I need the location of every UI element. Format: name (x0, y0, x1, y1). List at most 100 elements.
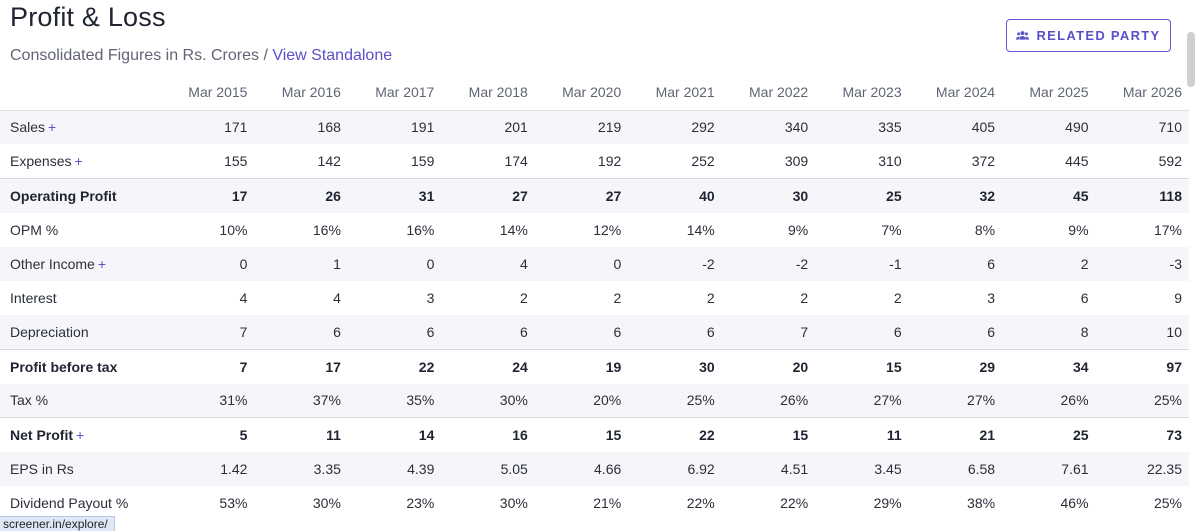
profit-loss-table: Mar 2015 Mar 2016 Mar 2017 Mar 2018 Mar 2020… (0, 75, 1189, 520)
value-cell: 37% (254, 383, 348, 418)
row-label-cell: OPM % (0, 213, 161, 247)
value-cell: 17% (1153, 221, 1182, 238)
value-cell: 1 (254, 246, 348, 281)
value-cell: 22% (780, 495, 809, 512)
table-row: Operating Profit 17 26 31 27 27 40 30 25 32 45 118 (0, 177, 1189, 213)
row-label-cell: Tax % (0, 383, 161, 418)
expand-plus-button[interactable]: + (48, 119, 57, 136)
value-cell: 405 (908, 110, 1003, 145)
row-label-cell: Operating Profit (0, 177, 161, 213)
value-cell: 6 (908, 246, 1003, 281)
view-standalone-link[interactable]: View Standalone (272, 47, 393, 64)
table-row: Expenses +155 142 159 174 192 252 309 310 372 445 5… (0, 144, 1189, 178)
value-cell: 219 (534, 110, 629, 145)
expand-plus-button[interactable]: + (74, 153, 83, 170)
page-title: Profit & Loss (10, 2, 166, 32)
value-cell: 16 (441, 417, 535, 452)
value-cell: 6 (534, 315, 629, 350)
value-cell: 31% (161, 383, 255, 418)
value-cell: 25 (815, 177, 909, 213)
table-row: Profit before tax 7 17 22 24 19 30 20 15 29 34 97 (0, 348, 1189, 384)
value-cell: 14% (686, 221, 715, 238)
users-icon (1016, 31, 1030, 40)
value-cell: 22% (686, 495, 715, 512)
row-label: Operating Profit (10, 187, 117, 204)
value-cell: 118 (1095, 177, 1189, 213)
row-label-cell[interactable]: Other Income + (0, 246, 161, 281)
row-label: Dividend Payout % (10, 495, 129, 512)
row-label-cell[interactable]: Expenses + (0, 144, 161, 178)
column-header: Mar 2018 (441, 75, 535, 111)
related-party-button[interactable]: RELATED PARTY (1006, 19, 1171, 52)
value-cell: 4.51 (721, 451, 816, 487)
value-cell: -1 (815, 246, 909, 281)
row-label: Expenses (10, 153, 72, 170)
value-cell: 7 (721, 315, 816, 350)
table-row: EPS in Rs 1.42 3.35 4.39 5.05 4.66 6.92 4.51 3.4… (0, 451, 1189, 487)
value-cell: 710 (1095, 110, 1189, 145)
value-cell: 97 (1095, 348, 1189, 384)
value-cell: 3 (987, 290, 996, 307)
value-cell: 30% (499, 495, 528, 512)
value-cell: 30 (628, 348, 722, 384)
value-cell: 4.66 (534, 451, 629, 487)
value-cell: 20 (721, 348, 816, 384)
value-cell: 73 (1095, 417, 1189, 452)
value-cell: 6.58 (908, 451, 1003, 487)
value-cell: 16% (312, 221, 341, 238)
value-cell: 4 (441, 246, 535, 281)
subtitle-text: Consolidated Figures in Rs. Crores / (10, 47, 273, 64)
value-cell: 14 (347, 417, 442, 452)
value-cell: 22.35 (1095, 451, 1189, 487)
value-cell: 30 (721, 177, 816, 213)
row-label-cell[interactable]: Net Profit + (0, 417, 161, 452)
value-cell: 46% (1060, 495, 1089, 512)
value-cell: 32 (908, 177, 1003, 213)
row-label-cell: Interest (0, 281, 161, 315)
value-cell: 26 (254, 177, 348, 213)
page-subtitle: Consolidated Figures in Rs. Crores / Vie… (10, 47, 392, 65)
value-cell: 309 (784, 153, 809, 170)
value-cell: 27 (441, 177, 535, 213)
value-cell: -2 (721, 246, 816, 281)
value-cell: 27 (534, 177, 629, 213)
value-cell: 6 (908, 315, 1003, 350)
value-cell: 27% (815, 383, 909, 418)
value-cell: 592 (1158, 153, 1182, 170)
table-row: Tax % 31% 37% 35% 30% 20% 25% 26% 27% 27% 26% 25% (0, 383, 1189, 418)
value-cell: 25 (1002, 417, 1096, 452)
value-cell: 445 (1065, 153, 1089, 170)
value-cell: 7 (161, 315, 255, 350)
value-cell: 26% (721, 383, 816, 418)
column-header: Mar 2016 (254, 75, 348, 111)
value-cell: 45 (1002, 177, 1096, 213)
value-cell: 0 (347, 246, 442, 281)
value-cell: 25% (628, 383, 722, 418)
value-cell: 24 (441, 348, 535, 384)
row-label: EPS in Rs (10, 460, 74, 477)
row-label: OPM % (10, 221, 59, 238)
expand-plus-button[interactable]: + (97, 255, 107, 272)
value-cell: 30% (441, 383, 535, 418)
value-cell: 0 (534, 246, 629, 281)
table-row: Interest 4 4 3 2 2 2 2 2 3 6 9 (0, 281, 1189, 315)
column-header: Mar 2023 (815, 75, 909, 111)
value-cell: 53% (219, 495, 248, 512)
value-cell: 21% (593, 495, 622, 512)
expand-plus-button[interactable]: + (76, 427, 85, 444)
value-cell: 5.05 (441, 451, 535, 487)
value-cell: 2 (800, 290, 809, 307)
row-label-cell: EPS in Rs (0, 451, 161, 487)
column-header: Mar 2022 (721, 75, 816, 111)
vertical-scrollbar[interactable] (1187, 32, 1195, 87)
column-header: Mar 2024 (908, 75, 1003, 111)
value-cell: 155 (224, 153, 248, 170)
value-cell: 6 (254, 315, 348, 350)
value-cell: 15 (721, 417, 816, 452)
table-row: Net Profit +5 11 14 16 15 22 15 11 21 25 73 (0, 417, 1189, 452)
row-label-cell[interactable]: Sales + (0, 110, 161, 145)
row-label: Depreciation (10, 323, 89, 340)
value-cell: 22 (628, 417, 722, 452)
value-cell: 3.45 (815, 451, 909, 487)
value-cell: 0 (161, 246, 255, 281)
